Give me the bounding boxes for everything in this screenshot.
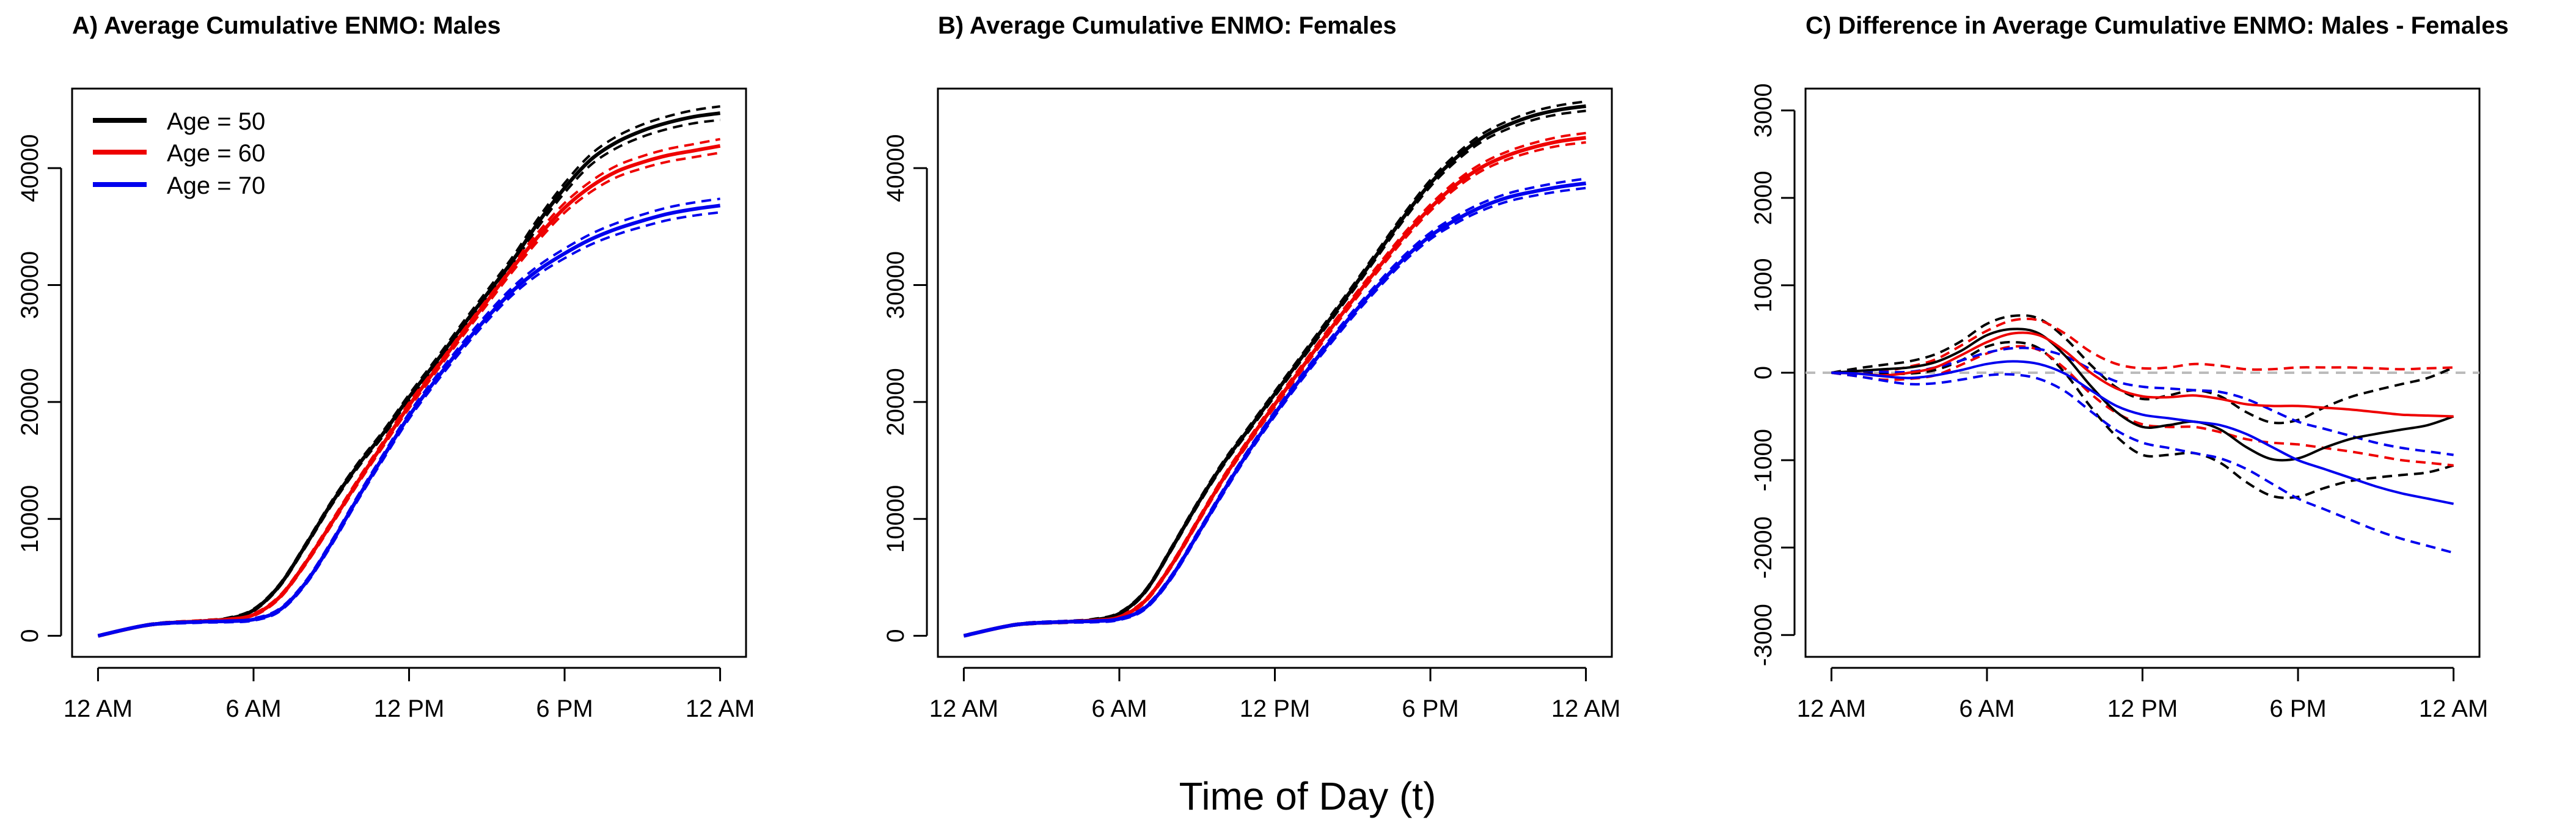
panel-a-y-tick-label: 20000 — [16, 368, 43, 436]
panel-c-ci-lower-age-70 — [1831, 372, 2454, 554]
legend-label-age-70: Age = 70 — [167, 172, 265, 199]
panel-b-series-lines — [963, 104, 1587, 638]
panel-a-y-tick-label: 30000 — [16, 251, 43, 319]
panel-b-ci-upper-age-60 — [963, 131, 1586, 637]
panel-c-x-tick-label: 6 AM — [1959, 695, 2014, 722]
panel-a-series-lines — [97, 111, 721, 638]
panel-a-x-tick-label: 12 PM — [374, 695, 445, 722]
panel-a-y-tick-label: 0 — [16, 629, 43, 642]
panel-c-y-tick-label: -2000 — [1750, 516, 1777, 579]
panel-c-y-tick-label: 2000 — [1750, 170, 1777, 225]
panel-b-ci-bands — [963, 100, 1586, 637]
panel-b-y-tick-label: 40000 — [882, 134, 909, 202]
x-axis-label: Time of Day (t) — [1179, 774, 1436, 818]
panel-c-x-tick-label: 12 AM — [2419, 695, 2488, 722]
panel-b-ci-lower-age-50 — [963, 109, 1586, 637]
panel-b-line-age-50 — [963, 104, 1587, 638]
panel-c-ci-upper-age-50 — [1831, 314, 2454, 425]
panel-c-y-tick-label: 0 — [1750, 366, 1777, 379]
panel-c-ci-bands — [1831, 314, 2454, 554]
panel-b-ci-lower-age-60 — [963, 141, 1586, 637]
panel-b-line-age-70 — [963, 181, 1587, 638]
panel-b-y-tick-label: 30000 — [882, 251, 909, 319]
panel-b-title: B) Average Cumulative ENMO: Females — [938, 12, 1397, 39]
panel-b-y-tick-label: 10000 — [882, 485, 909, 553]
panel-c: C) Difference in Average Cumulative ENMO… — [1750, 12, 2509, 722]
panel-c-y-tick-label: 3000 — [1750, 83, 1777, 137]
panel-c-line-age-50 — [1831, 328, 2454, 462]
panel-b-x-tick-label: 6 PM — [1402, 695, 1458, 722]
panel-b: B) Average Cumulative ENMO: Females 12 A… — [882, 12, 1620, 722]
panel-a-axes: 12 AM 6 AM 12 PM 6 PM 12 AM 0 10000 20000 30000 4… — [16, 134, 755, 722]
panel-c-line-age-70 — [1831, 360, 2454, 505]
panel-c-x-tick-label: 6 PM — [2269, 695, 2326, 722]
panel-c-ci-lower-age-50 — [1831, 340, 2454, 499]
panel-a-line-age-70 — [97, 203, 720, 638]
panel-b-x-tick-label: 6 AM — [1091, 695, 1147, 722]
panel-c-y-tick-label: 1000 — [1750, 258, 1777, 312]
panel-a-ci-lower-age-70 — [97, 211, 720, 637]
panel-b-x-tick-label: 12 PM — [1240, 695, 1311, 722]
panel-a-x-tick-label: 6 PM — [536, 695, 593, 722]
panel-b-axes: 12 AM 6 AM 12 PM 6 PM 12 AM 0 10000 20000 30000 4… — [882, 134, 1620, 722]
panel-a-line-age-60 — [97, 144, 721, 638]
panel-c-y-tick-label: -1000 — [1750, 429, 1777, 491]
legend-label-age-60: Age = 60 — [167, 140, 265, 167]
panel-c-y-tick-label: -3000 — [1750, 604, 1777, 666]
panel-b-y-tick-label: 0 — [882, 629, 909, 642]
panel-b-x-tick-label: 12 AM — [929, 695, 998, 722]
panel-b-x-tick-label: 12 AM — [1551, 695, 1620, 722]
panel-a-line-age-50 — [97, 111, 720, 638]
panel-b-plot-frame — [937, 87, 1613, 658]
panel-a-plot-frame — [71, 87, 747, 658]
panel-a-x-tick-label: 12 AM — [686, 695, 755, 722]
panel-c-x-tick-label: 12 AM — [1797, 695, 1866, 722]
panel-a-x-tick-label: 6 AM — [225, 695, 281, 722]
legend-label-age-50: Age = 50 — [167, 108, 265, 135]
panel-a: A) Average Cumulative ENMO: Males 12 AM 6… — [16, 12, 755, 722]
panel-c-x-tick-label: 12 PM — [2107, 695, 2178, 722]
panel-b-y-tick-label: 20000 — [882, 368, 909, 436]
panel-c-ci-upper-age-60 — [1831, 317, 2454, 374]
panel-a-title: A) Average Cumulative ENMO: Males — [72, 12, 501, 39]
panel-c-axes: 12 AM 6 AM 12 PM 6 PM 12 AM -3000 -2000 -1000 0 1… — [1750, 83, 2488, 722]
panel-b-ci-upper-age-50 — [963, 100, 1586, 637]
panel-a-y-tick-label: 40000 — [16, 134, 43, 202]
panel-c-series-lines — [1831, 328, 2454, 505]
panel-c-title: C) Difference in Average Cumulative ENMO… — [1806, 12, 2509, 39]
panel-a-x-tick-label: 12 AM — [64, 695, 133, 722]
panel-a-ci-upper-age-60 — [97, 137, 720, 637]
panel-a-y-tick-label: 10000 — [16, 485, 43, 553]
panel-c-line-age-60 — [1831, 331, 2454, 418]
legend: Age = 50 Age = 60 Age = 70 — [93, 108, 265, 199]
panel-b-line-age-60 — [963, 136, 1586, 638]
